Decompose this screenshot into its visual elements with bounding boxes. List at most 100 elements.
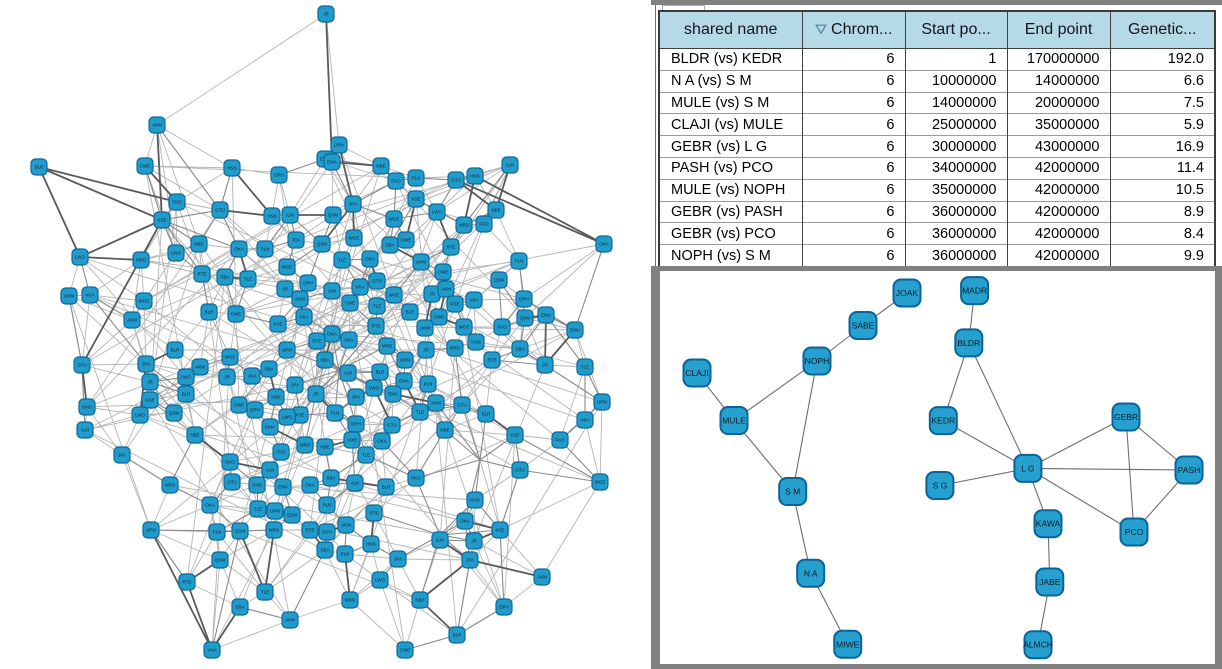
svg-text:ALMCH: ALMCH [1023, 640, 1053, 650]
svg-text:BLR: BLR [406, 310, 416, 315]
svg-text:KSE: KSE [450, 302, 459, 307]
svg-text:WGE: WGE [139, 299, 150, 304]
svg-text:DPH: DPH [303, 281, 313, 286]
svg-text:NBE: NBE [320, 445, 329, 450]
svg-text:DPH: DPH [322, 530, 332, 535]
svg-text:TLE: TLE [261, 590, 269, 595]
svg-text:EMA: EMA [327, 160, 337, 165]
svg-text:NBE: NBE [415, 598, 424, 603]
svg-text:UPM: UPM [285, 618, 295, 623]
svg-text:PLN: PLN [412, 176, 421, 181]
svg-text:MRD: MRD [165, 483, 176, 488]
svg-text:OKA: OKA [377, 439, 387, 444]
svg-text:ILM: ILM [436, 538, 444, 543]
svg-text:ILM: ILM [286, 213, 294, 218]
svg-text:GTU: GTU [515, 468, 525, 473]
svg-text:FKO: FKO [276, 450, 286, 455]
svg-text:MULE: MULE [722, 416, 746, 426]
svg-text:QSM: QSM [215, 558, 226, 563]
svg-text:HNS: HNS [470, 498, 480, 503]
svg-text:JOAK: JOAK [896, 288, 919, 298]
svg-text:BLR: BLR [35, 165, 45, 170]
svg-text:JPA: JPA [352, 395, 360, 400]
svg-text:GTU: GTU [215, 208, 225, 213]
svg-text:JR: JR [323, 12, 329, 17]
svg-text:WGE: WGE [225, 355, 236, 360]
svg-text:BLR: BLR [376, 370, 386, 375]
svg-text:GTU: GTU [372, 279, 382, 284]
svg-text:PLN: PLN [424, 382, 433, 387]
svg-text:DPH: DPH [334, 143, 344, 148]
svg-text:EMA: EMA [388, 392, 398, 397]
svg-text:MRD: MRD [345, 598, 356, 603]
svg-text:JPA: JPA [349, 202, 357, 207]
svg-text:L G: L G [1021, 463, 1034, 473]
svg-text:CWE: CWE [234, 403, 245, 408]
svg-text:CLAJI: CLAJI [685, 368, 708, 378]
svg-text:OKA: OKA [599, 242, 609, 247]
svg-text:NOPH: NOPH [805, 356, 830, 366]
svg-text:VKA: VKA [247, 374, 256, 379]
svg-text:AKM: AKM [295, 297, 305, 302]
svg-text:UPM: UPM [64, 294, 74, 299]
svg-text:RTE: RTE [488, 358, 497, 363]
svg-text:PCO: PCO [1125, 527, 1144, 537]
svg-text:ILM: ILM [81, 428, 89, 433]
svg-text:JR: JR [147, 380, 153, 385]
svg-text:HNS: HNS [227, 166, 237, 171]
svg-text:AKM: AKM [537, 575, 547, 580]
svg-text:HNS: HNS [82, 405, 92, 410]
svg-text:VKA: VKA [344, 338, 353, 343]
svg-text:RTE: RTE [370, 511, 379, 516]
svg-text:PLN: PLN [213, 530, 222, 535]
svg-text:DPH: DPH [351, 422, 361, 427]
svg-text:JR: JR [423, 348, 429, 353]
svg-text:SBA: SBA [235, 605, 244, 610]
svg-text:MRD: MRD [459, 223, 470, 228]
svg-text:MRD: MRD [450, 346, 461, 351]
svg-text:TLE: TLE [581, 365, 589, 370]
svg-text:EMA: EMA [570, 328, 580, 333]
svg-text:HNS: HNS [366, 542, 376, 547]
svg-text:DPH: DPH [519, 297, 529, 302]
svg-text:NBE: NBE [376, 164, 385, 169]
svg-text:JPA: JPA [291, 383, 299, 388]
svg-text:KSE: KSE [145, 398, 154, 403]
svg-text:SBA: SBA [220, 275, 229, 280]
svg-text:GTU: GTU [77, 363, 87, 368]
svg-text:MRD: MRD [382, 344, 393, 349]
svg-text:VKA: VKA [85, 293, 94, 298]
svg-text:MIWE: MIWE [836, 639, 859, 649]
svg-text:MRD: MRD [269, 528, 280, 533]
svg-text:BLR: BLR [171, 348, 181, 353]
svg-text:NBE: NBE [194, 242, 203, 247]
svg-text:NBE: NBE [190, 433, 199, 438]
svg-text:HNS: HNS [470, 174, 480, 179]
svg-text:JR: JR [471, 539, 477, 544]
svg-text:JPA: JPA [292, 238, 300, 243]
svg-text:KSE: KSE [295, 413, 304, 418]
svg-text:RTE: RTE [447, 245, 456, 250]
svg-text:KSE: KSE [273, 322, 282, 327]
svg-text:JR: JR [429, 292, 435, 297]
svg-text:GTU: GTU [387, 423, 397, 428]
svg-text:LWO: LWO [171, 251, 181, 256]
svg-text:SBA: SBA [264, 367, 273, 372]
svg-text:OKA: OKA [365, 257, 375, 262]
svg-text:TLE: TLE [254, 507, 262, 512]
svg-text:GTU: GTU [457, 403, 467, 408]
svg-text:DPH: DPH [274, 173, 284, 178]
svg-text:MRD: MRD [300, 443, 311, 448]
svg-text:CWE: CWE [438, 270, 449, 275]
svg-text:SBA: SBA [385, 243, 394, 248]
svg-text:N A: N A [804, 568, 818, 578]
svg-text:SBA: SBA [326, 476, 335, 481]
svg-text:PLN: PLN [515, 259, 524, 264]
svg-text:CWE: CWE [347, 438, 358, 443]
svg-text:UPM: UPM [282, 348, 292, 353]
svg-text:FKO: FKO [411, 476, 421, 481]
svg-text:LWO: LWO [181, 375, 191, 380]
svg-text:LWO: LWO [135, 413, 145, 418]
svg-text:UPM: UPM [270, 509, 280, 514]
svg-text:ILM: ILM [344, 371, 352, 376]
